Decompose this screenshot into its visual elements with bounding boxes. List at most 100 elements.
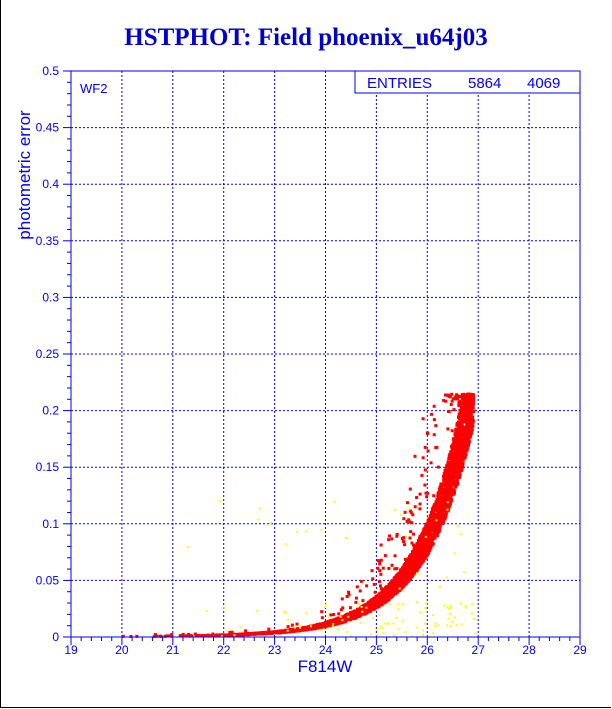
data-point bbox=[455, 463, 459, 467]
data-point bbox=[371, 607, 375, 611]
data-point bbox=[461, 437, 465, 441]
data-point bbox=[365, 584, 369, 588]
data-point bbox=[457, 468, 461, 472]
data-point bbox=[153, 633, 157, 637]
data-point-rejected bbox=[401, 603, 404, 606]
data-point-rejected bbox=[392, 633, 395, 636]
data-point bbox=[454, 449, 458, 453]
data-point bbox=[461, 447, 465, 451]
data-point bbox=[211, 632, 215, 636]
data-point bbox=[334, 619, 338, 623]
data-point-rejected bbox=[416, 626, 419, 629]
data-point bbox=[358, 589, 362, 593]
data-point bbox=[392, 590, 396, 594]
data-point bbox=[183, 634, 187, 638]
data-point bbox=[369, 599, 373, 603]
data-point bbox=[457, 453, 461, 457]
data-point bbox=[431, 518, 435, 522]
data-point bbox=[456, 420, 460, 424]
data-point-rejected bbox=[305, 612, 308, 615]
data-point bbox=[449, 483, 453, 487]
data-point bbox=[466, 413, 470, 417]
data-point bbox=[441, 482, 445, 486]
data-point-rejected bbox=[345, 536, 348, 539]
data-point bbox=[423, 527, 427, 531]
data-point bbox=[472, 410, 476, 414]
data-point bbox=[401, 539, 405, 543]
data-point bbox=[457, 443, 461, 447]
data-point bbox=[450, 492, 454, 496]
data-point bbox=[419, 562, 423, 566]
data-point bbox=[425, 525, 429, 529]
data-point bbox=[454, 471, 458, 475]
data-point bbox=[408, 565, 412, 569]
data-point bbox=[450, 399, 454, 403]
data-point bbox=[454, 485, 458, 489]
data-point-rejected bbox=[431, 632, 434, 635]
data-point bbox=[455, 446, 459, 450]
data-point bbox=[443, 483, 447, 487]
data-point bbox=[381, 598, 385, 602]
data-point bbox=[450, 456, 454, 460]
data-point-rejected bbox=[318, 628, 321, 631]
data-point bbox=[418, 537, 422, 541]
data-point bbox=[467, 403, 471, 407]
data-point bbox=[451, 463, 455, 467]
data-point bbox=[357, 614, 361, 618]
data-point bbox=[436, 465, 440, 469]
data-point bbox=[374, 602, 378, 606]
data-point bbox=[384, 600, 388, 604]
data-point bbox=[456, 428, 460, 432]
data-point bbox=[405, 573, 409, 577]
x-tick-label: 20 bbox=[115, 643, 129, 657]
data-point bbox=[432, 404, 436, 408]
data-point bbox=[197, 634, 201, 638]
data-point bbox=[405, 519, 409, 523]
data-point-rejected bbox=[388, 603, 391, 606]
data-point bbox=[414, 565, 418, 569]
data-point bbox=[410, 558, 414, 562]
data-point bbox=[345, 615, 349, 619]
data-point bbox=[434, 507, 438, 511]
data-point bbox=[471, 402, 475, 406]
data-point bbox=[466, 399, 470, 403]
data-point bbox=[366, 602, 370, 606]
data-point bbox=[451, 461, 455, 465]
data-point bbox=[402, 567, 406, 571]
data-point bbox=[451, 397, 455, 401]
data-point bbox=[339, 621, 343, 625]
data-point bbox=[447, 485, 451, 489]
data-point-rejected bbox=[376, 634, 379, 637]
data-point-rejected bbox=[450, 620, 453, 623]
x-tick-label: 29 bbox=[573, 643, 587, 657]
data-point bbox=[370, 569, 374, 573]
data-point bbox=[428, 543, 432, 547]
data-point-rejected bbox=[462, 571, 465, 574]
data-point bbox=[458, 402, 462, 406]
data-point-rejected bbox=[360, 605, 363, 608]
data-point bbox=[390, 563, 394, 567]
data-point-rejected bbox=[453, 616, 456, 619]
data-point bbox=[304, 627, 308, 631]
data-point bbox=[457, 450, 461, 454]
data-point-rejected bbox=[424, 535, 427, 538]
data-point bbox=[453, 468, 457, 472]
data-point bbox=[426, 543, 430, 547]
data-point bbox=[230, 633, 234, 637]
stats-entries-label: ENTRIES bbox=[367, 75, 432, 92]
data-point bbox=[408, 520, 412, 524]
data-point bbox=[420, 539, 424, 543]
data-point-rejected bbox=[324, 603, 327, 606]
data-point bbox=[358, 611, 362, 615]
data-point bbox=[455, 396, 459, 400]
data-point-rejected bbox=[424, 607, 427, 610]
data-point bbox=[426, 519, 430, 523]
data-point bbox=[152, 634, 156, 638]
data-point bbox=[406, 566, 410, 570]
data-point bbox=[410, 521, 414, 525]
data-point bbox=[439, 489, 443, 493]
data-point bbox=[230, 630, 234, 634]
data-point bbox=[405, 577, 409, 581]
data-point-rejected bbox=[359, 621, 362, 624]
data-point bbox=[372, 582, 376, 586]
